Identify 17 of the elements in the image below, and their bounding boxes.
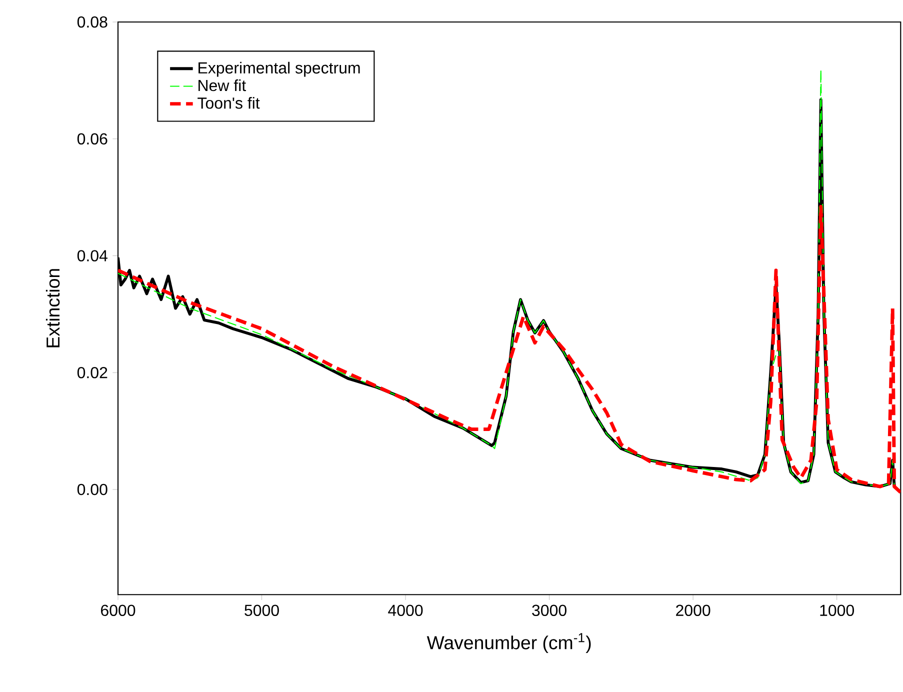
- y-tick-label: 0.02: [77, 366, 108, 378]
- y-tick-label: 0.00: [77, 484, 108, 496]
- y-tick-label: 0.04: [77, 250, 108, 262]
- legend-label: Toon's fit: [198, 97, 260, 109]
- x-tick-label: 1000: [820, 604, 854, 616]
- legend-label: New fit: [198, 79, 246, 92]
- x-tick-label: 3000: [532, 604, 566, 616]
- x-tick-label: 4000: [388, 604, 423, 616]
- x-tick-label: 2000: [676, 604, 710, 616]
- legend-label: Experimental spectrum: [198, 62, 360, 77]
- x-tick-label: 6000: [101, 604, 136, 616]
- y-tick-label: 0.08: [77, 16, 108, 28]
- x-axis-title: Wavenumber (cm$^{-1}$): [426, 633, 591, 654]
- line-series: [118, 204, 901, 494]
- y-axis-title: Extinction: [46, 269, 60, 348]
- y-tick-label: 0.06: [77, 133, 108, 145]
- x-tick-label: 5000: [244, 604, 279, 616]
